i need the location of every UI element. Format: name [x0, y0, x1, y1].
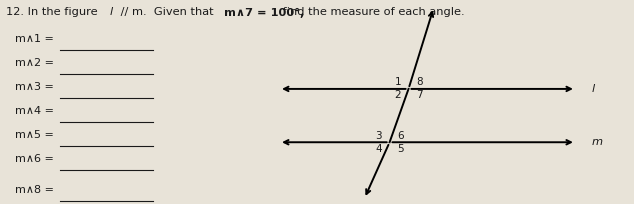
Text: // m.  Given that: // m. Given that: [117, 7, 217, 17]
Text: m∧7 = 100°,: m∧7 = 100°,: [224, 7, 304, 18]
Text: 12. In the figure: 12. In the figure: [6, 7, 101, 17]
Text: 1: 1: [394, 78, 401, 88]
Text: find the measure of each angle.: find the measure of each angle.: [279, 7, 465, 17]
Text: 4: 4: [375, 144, 382, 154]
Text: 8: 8: [416, 78, 423, 88]
Text: l: l: [592, 84, 595, 94]
Text: m∧5 =: m∧5 =: [15, 130, 54, 140]
Text: m∧3 =: m∧3 =: [15, 82, 54, 92]
Text: 6: 6: [397, 131, 404, 141]
Text: 3: 3: [375, 131, 382, 141]
Text: m∧2 =: m∧2 =: [15, 58, 55, 68]
Text: m: m: [592, 137, 603, 147]
Text: 2: 2: [394, 90, 401, 100]
Text: 5: 5: [397, 144, 404, 154]
Text: 7: 7: [416, 90, 423, 100]
Text: m∧4 =: m∧4 =: [15, 106, 55, 116]
Text: l: l: [110, 7, 113, 17]
Text: m∧6 =: m∧6 =: [15, 154, 54, 164]
Text: m∧1 =: m∧1 =: [15, 34, 54, 44]
Text: m∧8 =: m∧8 =: [15, 185, 55, 195]
